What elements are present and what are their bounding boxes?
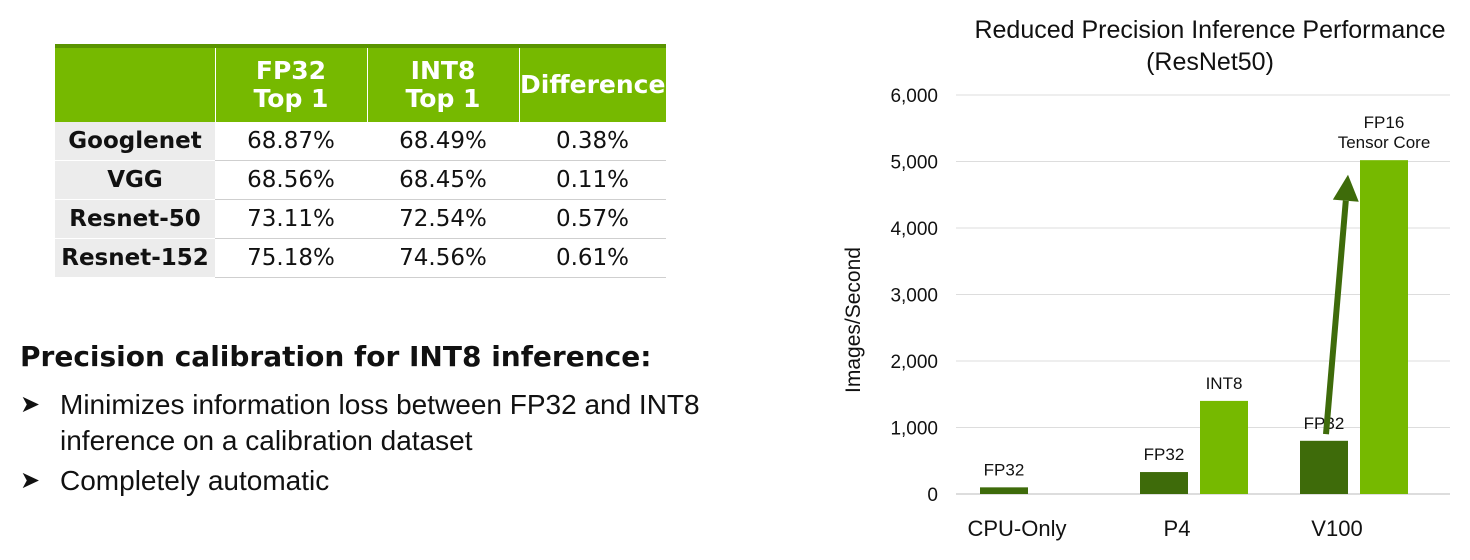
bar-label: INT8 [1206, 374, 1243, 393]
header-difference-label: Difference [520, 70, 666, 99]
x-axis-ticks: CPU-Only P4 V100 [967, 516, 1362, 541]
calibration-title: Precision calibration for INT8 inference… [20, 340, 652, 373]
row-fp32: 73.11% [215, 199, 367, 239]
row-fp32: 75.18% [215, 238, 367, 278]
y-axis-ticks: 0 1,000 2,000 3,000 4,000 5,000 6,000 [890, 86, 938, 506]
bar-label: FP16 [1364, 113, 1405, 132]
row-fp32: 68.56% [215, 160, 367, 200]
row-int8: 72.54% [367, 199, 519, 239]
arrowhead-bullet-icon: ➤ [20, 467, 41, 494]
bar [980, 487, 1028, 494]
y-tick-label: 6,000 [890, 86, 938, 107]
row-fp32: 68.87% [215, 122, 367, 161]
row-diff: 0.11% [519, 160, 666, 200]
bar-label: FP32 [1144, 445, 1185, 464]
y-tick-label: 3,000 [890, 286, 938, 307]
x-tick-label: CPU-Only [967, 516, 1066, 541]
header-int8-line1: INT8 [410, 56, 476, 85]
performance-chart: Reduced Precision Inference Performance … [842, 16, 1450, 541]
accuracy-table: FP32 Top 1 INT8 Top 1 Difference Googlen… [55, 44, 666, 278]
y-tick-label: 4,000 [890, 219, 938, 240]
table-row: Resnet-152 75.18% 74.56% 0.61% [55, 238, 666, 278]
list-item: ➤ Minimizes information loss between FP3… [20, 387, 740, 459]
table-row: VGG 68.56% 68.45% 0.11% [55, 160, 666, 200]
y-tick-label: 5,000 [890, 153, 938, 174]
row-diff: 0.38% [519, 122, 666, 161]
gridlines [956, 94, 1450, 495]
bars [980, 160, 1408, 495]
header-model [55, 44, 216, 122]
chart-subtitle: (ResNet50) [1146, 48, 1274, 76]
header-difference: Difference [519, 44, 666, 122]
bullet-text: Completely automatic [60, 465, 330, 496]
table-row: Resnet-50 73.11% 72.54% 0.57% [55, 199, 666, 239]
row-int8: 68.45% [367, 160, 519, 200]
list-item: ➤ Completely automatic [20, 463, 740, 499]
arrowhead-icon [1332, 174, 1359, 202]
row-diff: 0.57% [519, 199, 666, 239]
accuracy-table-body: Googlenet 68.87% 68.49% 0.38% VGG 68.56%… [55, 122, 666, 278]
header-int8: INT8 Top 1 [367, 44, 520, 122]
y-tick-label: 0 [927, 485, 938, 506]
calibration-bullet-list: ➤ Minimizes information loss between FP3… [20, 387, 740, 503]
y-tick-label: 1,000 [890, 419, 938, 440]
x-tick-label: P4 [1164, 516, 1191, 541]
bar-label: FP32 [984, 460, 1025, 479]
header-fp32-line1: FP32 [255, 56, 327, 85]
table-row: Googlenet 68.87% 68.49% 0.38% [55, 122, 666, 161]
row-model: VGG [55, 160, 215, 200]
bar [1360, 160, 1408, 495]
arrow-shaft [1323, 200, 1349, 435]
row-int8: 74.56% [367, 238, 519, 278]
accuracy-table-header: FP32 Top 1 INT8 Top 1 Difference [55, 44, 666, 122]
arrowhead-bullet-icon: ➤ [20, 391, 41, 418]
header-row: FP32 Top 1 INT8 Top 1 Difference [55, 44, 666, 122]
row-model: Googlenet [55, 122, 215, 161]
row-model: Resnet-50 [55, 199, 215, 239]
bullet-text: Minimizes information loss between FP32 … [60, 389, 700, 456]
y-tick-label: 2,000 [890, 352, 938, 373]
header-fp32: FP32 Top 1 [215, 44, 368, 122]
bar-label: Tensor Core [1338, 133, 1431, 152]
y-axis-label: Images/Second [842, 247, 865, 393]
row-diff: 0.61% [519, 238, 666, 278]
bar [1140, 472, 1188, 494]
bar [1200, 400, 1248, 494]
bar [1300, 440, 1348, 494]
row-int8: 68.49% [367, 122, 519, 161]
header-fp32-line2: Top 1 [253, 84, 329, 113]
row-model: Resnet-152 [55, 238, 215, 278]
growth-arrow [1323, 174, 1359, 435]
chart-title: Reduced Precision Inference Performance [974, 16, 1445, 44]
header-int8-line2: Top 1 [405, 84, 481, 113]
x-tick-label: V100 [1311, 516, 1362, 541]
